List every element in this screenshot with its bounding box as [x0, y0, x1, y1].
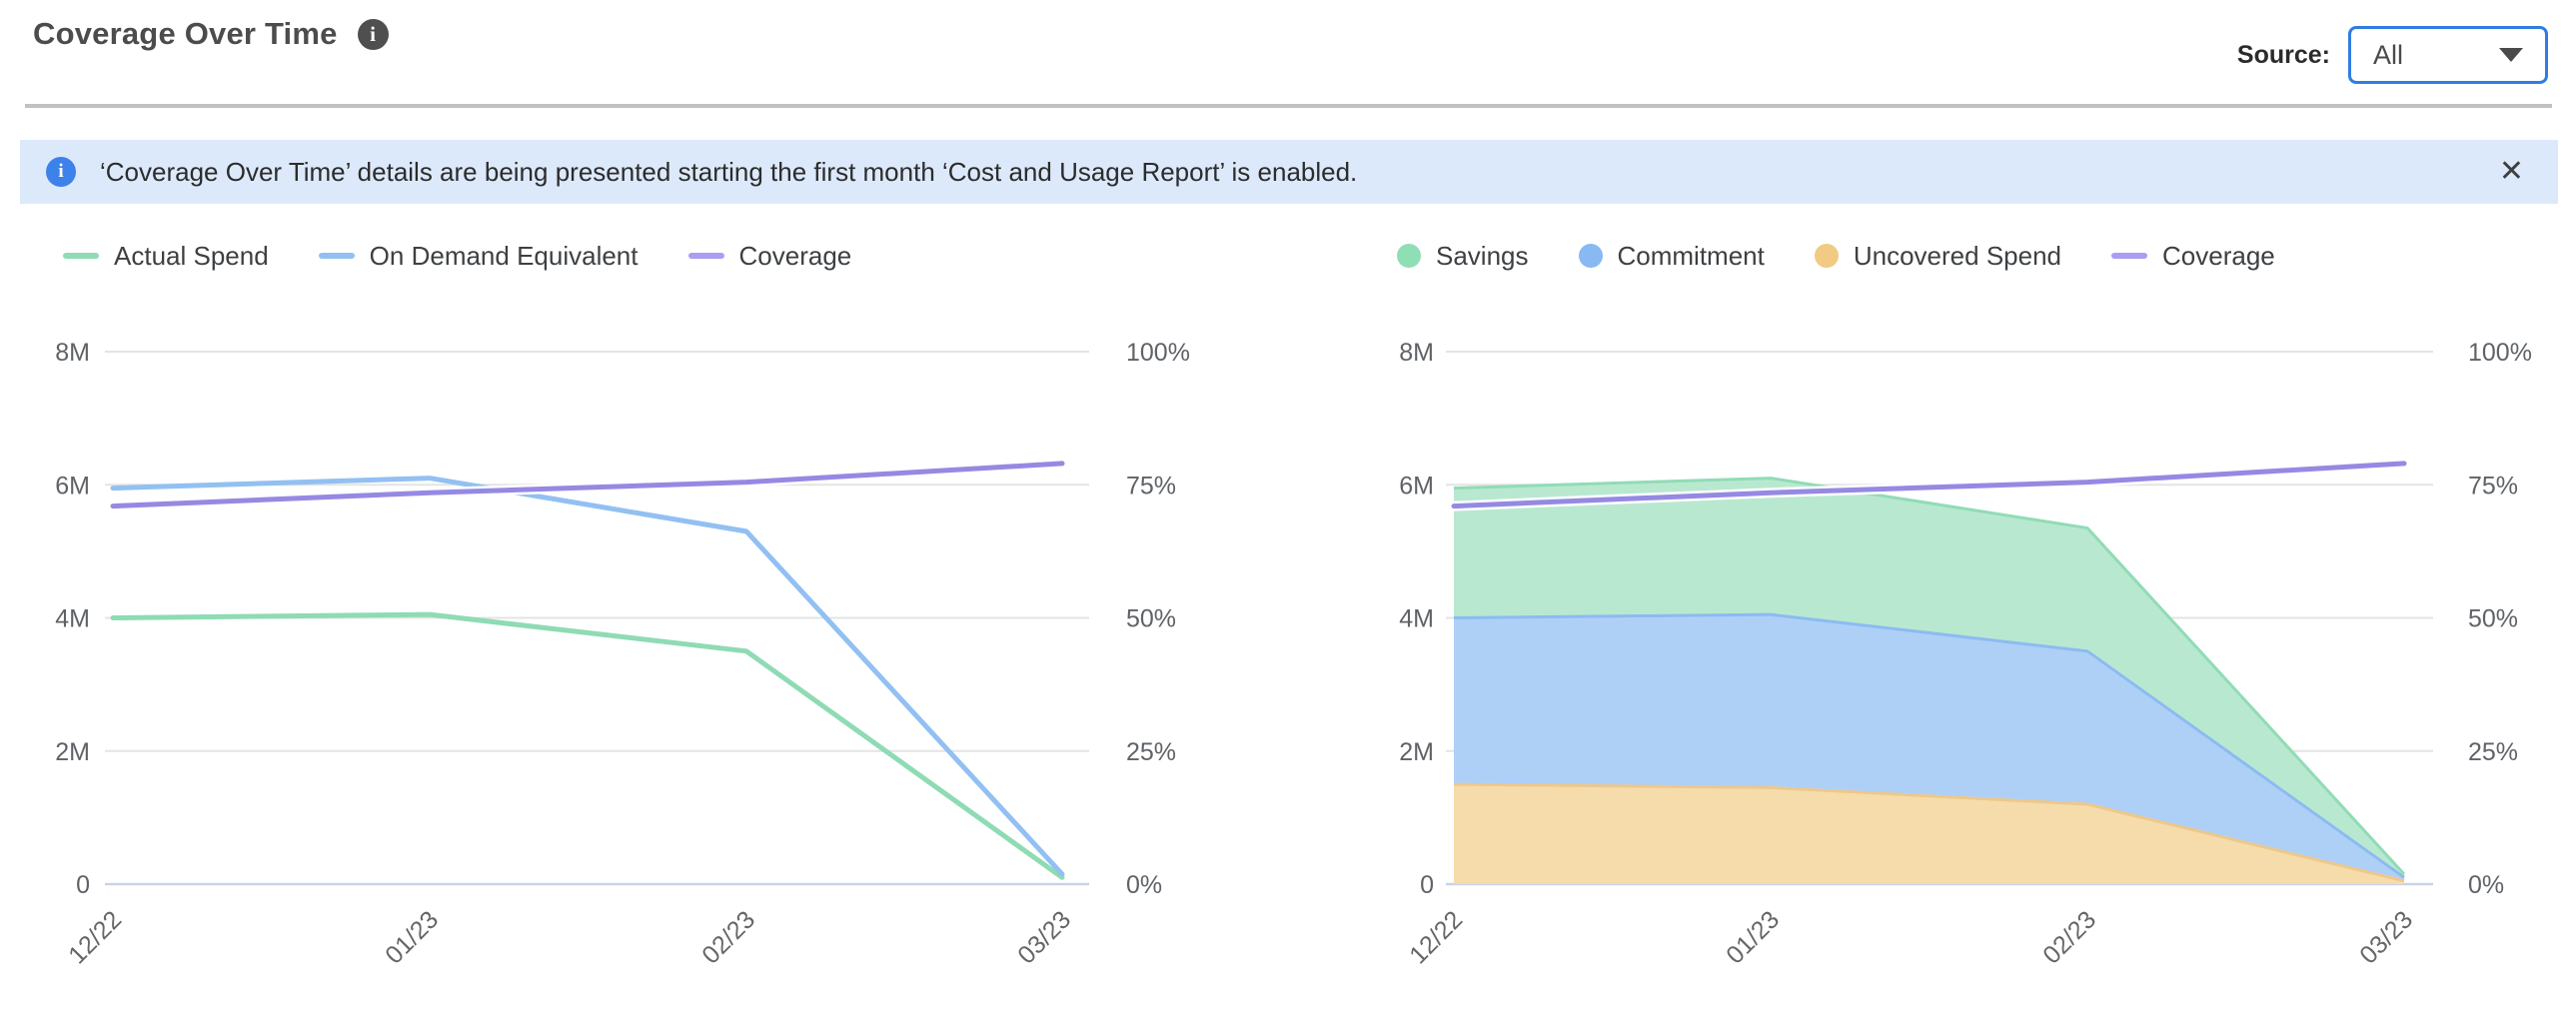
legend-item-uncovered-spend[interactable]: Uncovered Spend — [1814, 240, 2061, 272]
pct-axis-tick: 25% — [2468, 738, 2518, 766]
x-axis-tick: 02/23 — [696, 905, 760, 969]
legend-item-actual-spend[interactable]: Actual Spend — [63, 241, 269, 272]
y-axis-tick: 8M — [55, 339, 90, 367]
area-edge-uncovered-spend — [1453, 782, 2405, 883]
source-label: Source: — [2236, 40, 2330, 69]
pct-axis-tick: 75% — [2468, 472, 2518, 500]
pct-axis-tick: 50% — [2468, 605, 2518, 633]
source-dropdown[interactable]: All — [2348, 26, 2548, 84]
legend-swatch-coverage — [687, 253, 724, 259]
legend-label: Coverage — [2162, 240, 2275, 271]
page-title: Coverage Over Time — [33, 16, 338, 51]
x-axis-tick: 03/23 — [1012, 905, 1076, 969]
y-axis-tick: 0 — [1420, 871, 1434, 899]
legend-swatch-commitment — [1578, 244, 1603, 268]
y-axis-tick: 4M — [55, 605, 90, 633]
coverage-stacked-area-chart: 8M 100% 6M 75% 4M 50% 2M 25% 0 0% 12/22 01/23 02/23 0… — [1384, 300, 2563, 989]
pct-axis-tick: 50% — [1126, 605, 1176, 633]
legend-item-on-demand-equivalent[interactable]: On Demand Equivalent — [318, 240, 639, 272]
header-divider — [25, 104, 2552, 108]
y-axis-tick: 6M — [55, 472, 90, 500]
y-axis-tick: 8M — [1399, 339, 1434, 367]
pct-axis-tick: 25% — [1126, 738, 1176, 766]
source-dropdown-value: All — [2373, 39, 2404, 70]
legend-label: Actual Spend — [114, 240, 269, 271]
x-axis-tick: 12/22 — [1404, 905, 1468, 969]
stacked-chart-legend: Savings Commitment Uncovered Spend Coverage — [1397, 240, 2275, 272]
x-axis-tick: 01/23 — [380, 905, 444, 969]
legend-label: Savings — [1436, 240, 1529, 271]
y-axis-tick: 0 — [76, 871, 90, 899]
legend-item-commitment[interactable]: Commitment — [1578, 240, 1765, 272]
legend-item-savings[interactable]: Savings — [1397, 241, 1529, 272]
area-uncovered-spend — [1454, 784, 2404, 884]
y-axis-tick: 2M — [55, 738, 90, 766]
pct-axis-tick: 0% — [2468, 871, 2504, 899]
pct-axis-tick: 100% — [1126, 339, 1190, 367]
y-axis-tick: 4M — [1399, 605, 1434, 633]
legend-swatch-coverage — [2111, 253, 2147, 259]
pct-axis-tick: 75% — [1126, 472, 1176, 500]
info-icon[interactable]: i — [357, 18, 389, 50]
legend-label: Commitment — [1617, 240, 1765, 271]
spend-line-chart: 8M 100% 6M 75% 4M 50% 2M 25% 0 0% 12/22 01/23 02/23 0… — [40, 300, 1204, 989]
legend-label: Coverage — [738, 240, 852, 271]
area-chart-canvas: 8M 100% 6M 75% 4M 50% 2M 25% 0 0% 12/22 01/23 02/23 0… — [1399, 339, 2532, 969]
legend-swatch-savings — [1397, 244, 1421, 268]
line-coverage — [1451, 461, 2407, 509]
line-chart-legend: Actual Spend On Demand Equivalent Coverage — [63, 240, 851, 272]
x-axis-tick: 12/22 — [63, 905, 127, 969]
chevron-down-icon — [2499, 48, 2523, 62]
legend-swatch-actual-spend — [63, 253, 99, 259]
page-header: Coverage Over Time i — [33, 16, 389, 52]
area-edge-commitment — [1453, 612, 2405, 879]
pct-axis-tick: 100% — [2468, 339, 2532, 367]
legend-label: Uncovered Spend — [1853, 240, 2061, 271]
legend-label: On Demand Equivalent — [369, 240, 639, 271]
line-coverage — [110, 461, 1065, 509]
legend-swatch-uncovered-spend — [1814, 244, 1839, 268]
legend-item-coverage[interactable]: Coverage — [2111, 241, 2275, 272]
pct-axis-tick: 0% — [1126, 871, 1162, 899]
line-on-demand-equivalent — [110, 476, 1065, 877]
banner-text: ‘Coverage Over Time’ details are being p… — [100, 156, 1358, 187]
banner-info-icon: i — [46, 157, 76, 187]
line-chart-canvas: 8M 100% 6M 75% 4M 50% 2M 25% 0 0% 12/22 01/23 02/23 0… — [55, 339, 1190, 969]
line-actual-spend — [110, 611, 1065, 880]
legend-item-coverage[interactable]: Coverage — [687, 240, 852, 272]
x-axis-tick: 01/23 — [1721, 905, 1785, 969]
source-filter: Source: All — [2237, 0, 2548, 110]
x-axis-tick: 03/23 — [2354, 905, 2418, 969]
y-axis-tick: 6M — [1399, 472, 1434, 500]
banner-close-icon[interactable]: ✕ — [2491, 157, 2532, 187]
x-axis-tick: 02/23 — [2037, 905, 2101, 969]
area-edge-savings — [1453, 477, 2406, 876]
info-banner: i ‘Coverage Over Time’ details are being… — [20, 140, 2558, 204]
legend-swatch-on-demand-equivalent — [318, 253, 355, 259]
y-axis-tick: 2M — [1399, 738, 1434, 766]
